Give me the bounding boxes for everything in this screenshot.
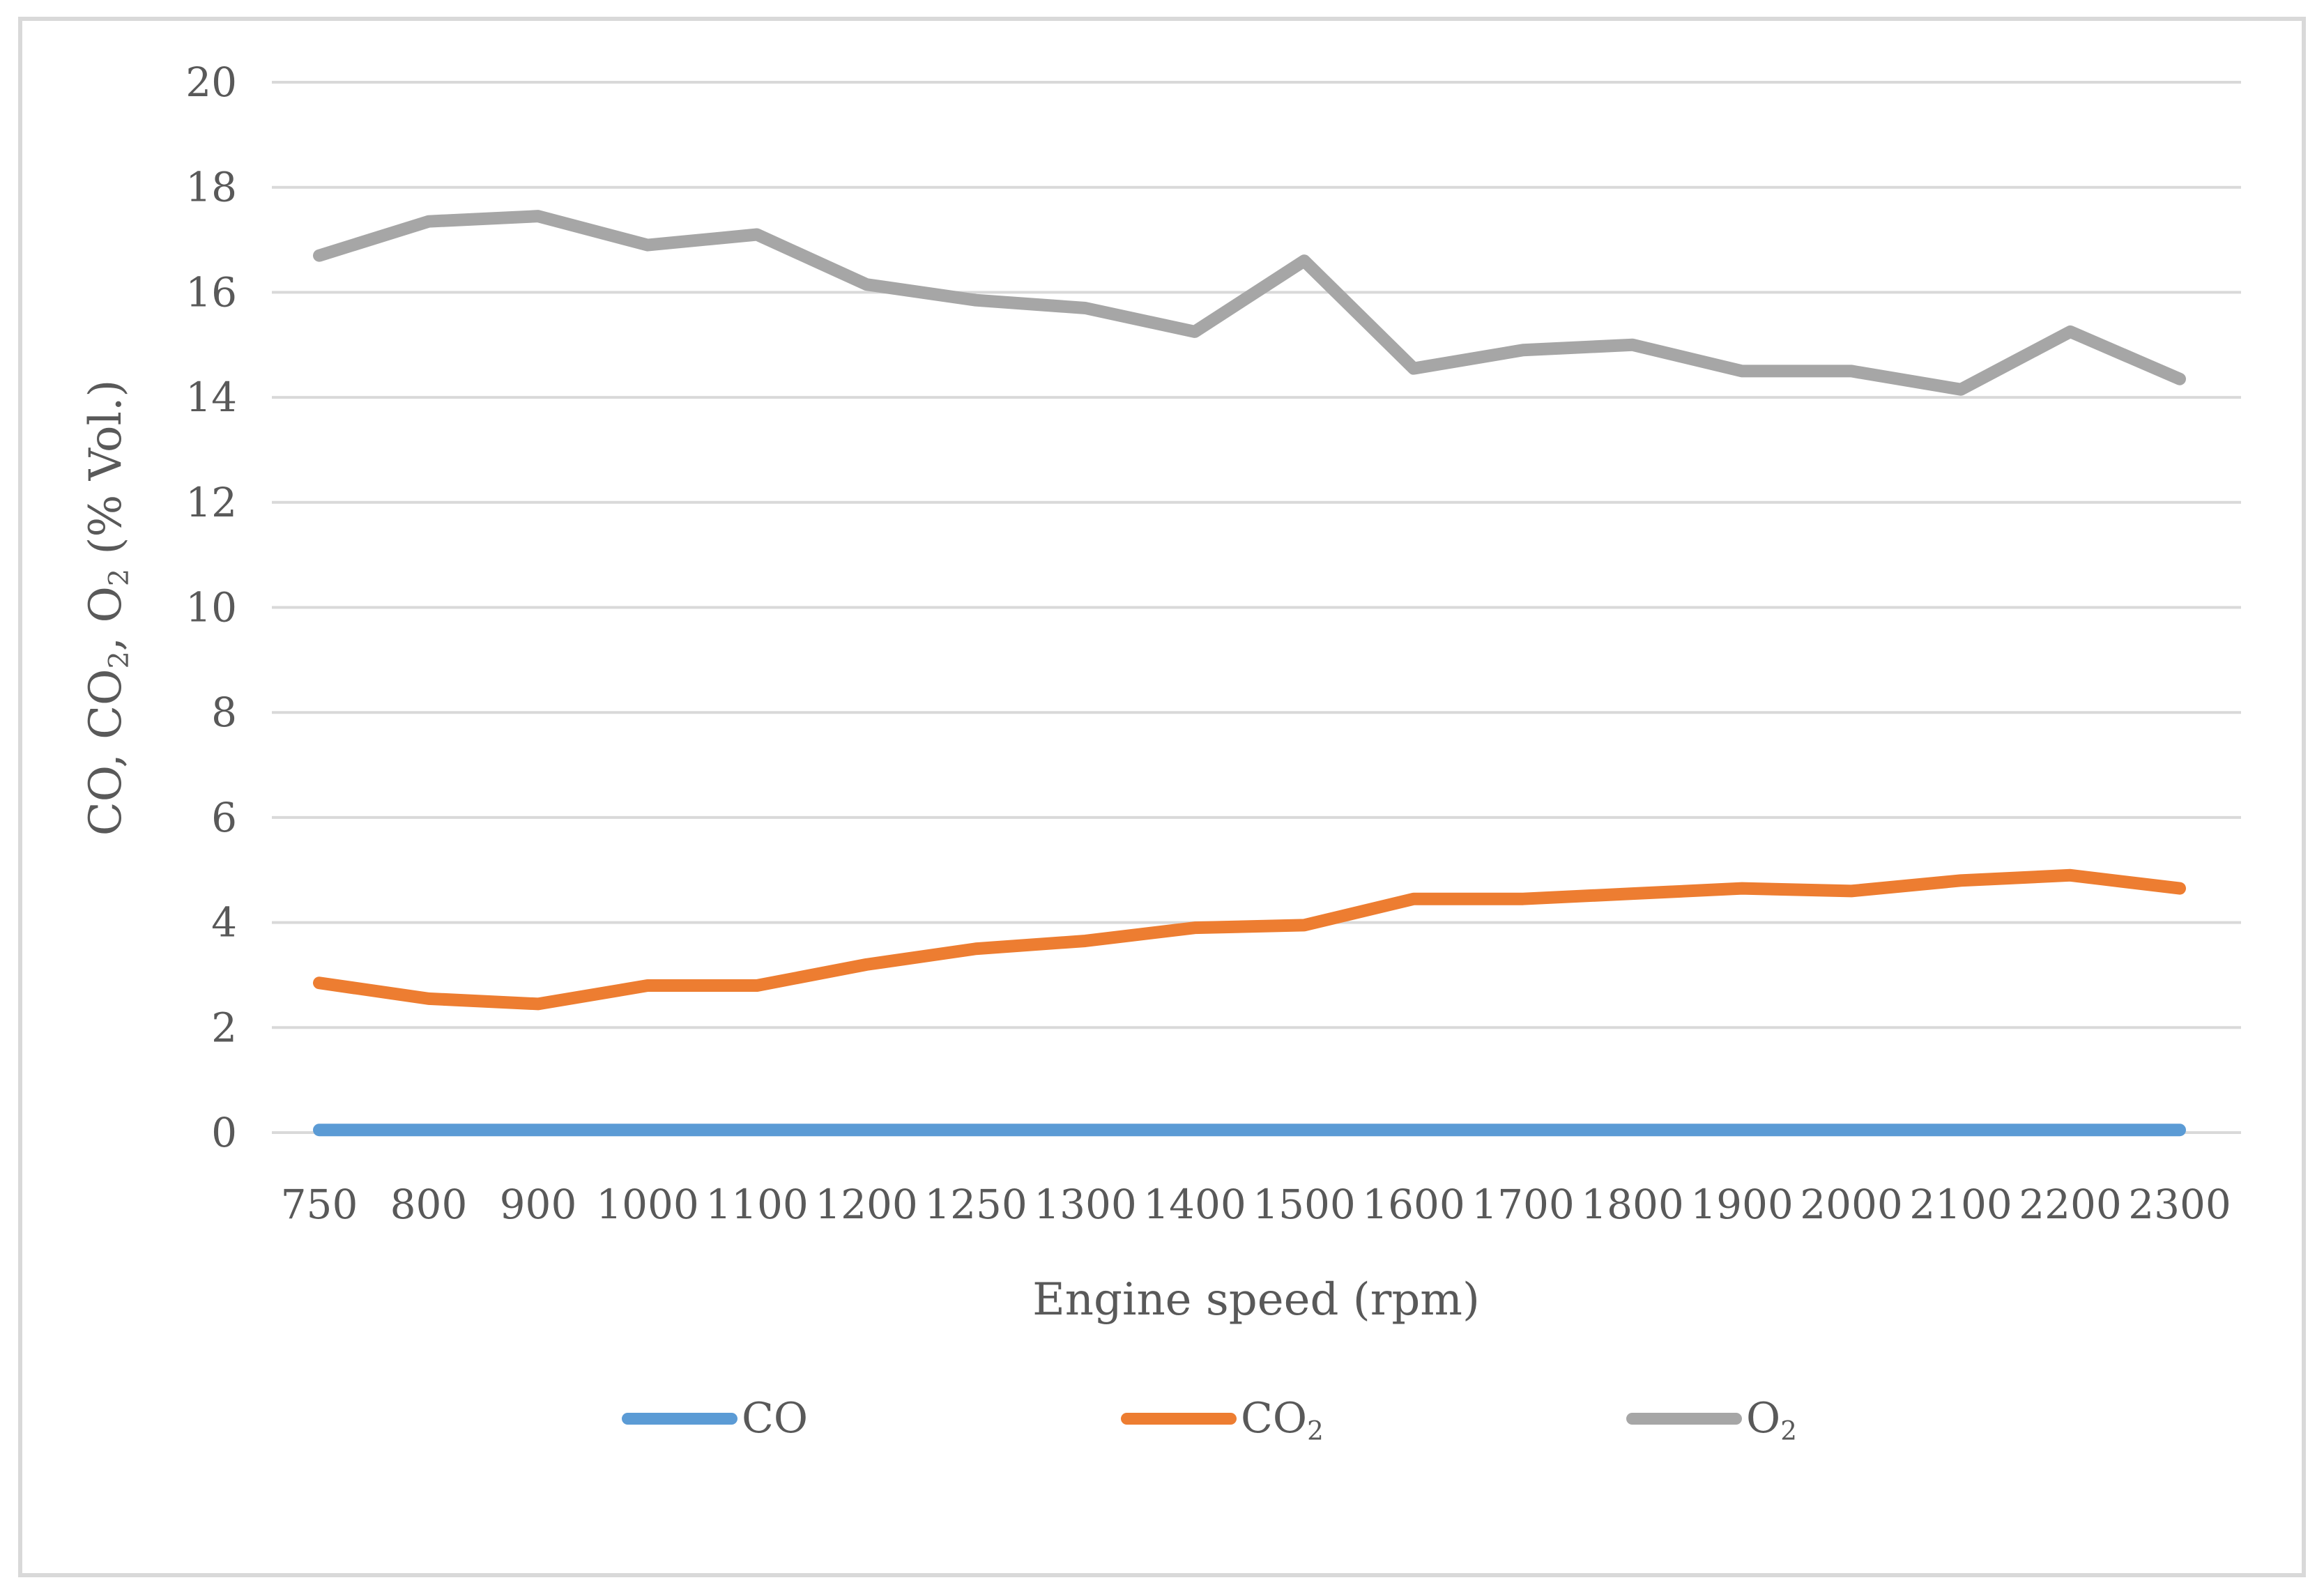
legend-item-o2: O2 [1626,1394,1797,1443]
x-tick-label: 800 [390,1181,468,1228]
x-tick-label: 2100 [1909,1181,2012,1228]
x-tick-label: 1600 [1362,1181,1465,1228]
text-part: CO [742,1394,809,1443]
x-tick-label: 750 [281,1181,358,1228]
y-tick-label: 6 [211,794,237,841]
legend-swatch-co [622,1412,737,1425]
x-tick-label: 2300 [2128,1181,2231,1228]
series-line-co2 [313,868,2186,1011]
chart-outer-border [18,17,2306,1577]
y-tick-label: 18 [185,164,237,211]
text-part: (% Vol.) [80,379,132,569]
x-tick-label: 900 [500,1181,577,1228]
x-tick-label: 1700 [1471,1181,1575,1228]
x-tick-label: 1000 [596,1181,699,1228]
subscript: 2 [1307,1415,1324,1446]
y-tick-label: 10 [185,584,237,631]
x-tick-label: 1200 [815,1181,918,1228]
legend-label-o2: O2 [1746,1394,1797,1443]
text-part: CO, CO [80,668,132,836]
x-tick-label: 1800 [1581,1181,1684,1228]
x-tick-label: 1100 [705,1181,809,1228]
x-tick-label: 2200 [2019,1181,2122,1228]
x-tick-label: 1250 [924,1181,1027,1228]
text-part: , O [80,586,132,652]
y-tick-label: 20 [185,59,237,106]
legend-item-co: CO [622,1394,808,1443]
y-tick-label: 14 [185,374,237,421]
text-part: CO [1241,1394,1308,1443]
legend-label-co2: CO2 [1241,1394,1324,1443]
legend-item-co2: CO2 [1121,1394,1324,1443]
legend-swatch-o2 [1626,1412,1742,1425]
series-line-o2 [313,210,2186,396]
legend-label-co: CO [742,1394,808,1443]
x-axis-title: Engine speed (rpm) [1032,1274,1480,1326]
y-tick-label: 0 [211,1109,237,1156]
y-tick-label: 16 [185,268,237,316]
y-tick-label: 12 [185,479,237,526]
y-tick-label: 8 [211,689,237,736]
x-tick-label: 1500 [1253,1181,1356,1228]
x-tick-label: 1900 [1690,1181,1794,1228]
subscript: 2 [1780,1415,1797,1446]
legend-swatch-co2 [1121,1412,1237,1425]
x-tick-label: 2000 [1800,1181,1903,1228]
subscript: 2 [103,568,136,587]
x-tick-label: 1400 [1143,1181,1246,1228]
subscript: 2 [103,651,136,669]
y-tick-label: 2 [211,1004,237,1051]
x-tick-label: 1300 [1034,1181,1137,1228]
text-part: O [1746,1394,1781,1443]
y-axis-title: CO, CO2, O2 (% Vol.) [80,379,136,836]
y-tick-label: 4 [211,899,237,947]
